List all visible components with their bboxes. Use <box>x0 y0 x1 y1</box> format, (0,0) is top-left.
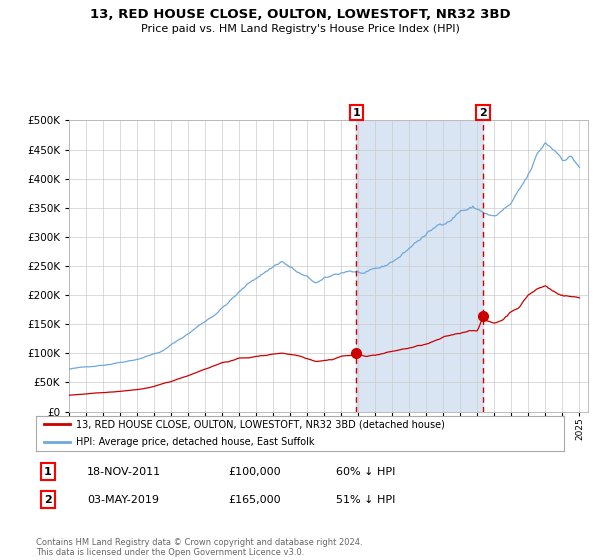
Text: 2: 2 <box>44 494 52 505</box>
Text: 51% ↓ HPI: 51% ↓ HPI <box>336 494 395 505</box>
Text: 1: 1 <box>44 466 52 477</box>
Text: 13, RED HOUSE CLOSE, OULTON, LOWESTOFT, NR32 3BD: 13, RED HOUSE CLOSE, OULTON, LOWESTOFT, … <box>89 8 511 21</box>
Text: 13, RED HOUSE CLOSE, OULTON, LOWESTOFT, NR32 3BD (detached house): 13, RED HOUSE CLOSE, OULTON, LOWESTOFT, … <box>76 419 445 430</box>
Text: 60% ↓ HPI: 60% ↓ HPI <box>336 466 395 477</box>
Text: Contains HM Land Registry data © Crown copyright and database right 2024.
This d: Contains HM Land Registry data © Crown c… <box>36 538 362 557</box>
Text: HPI: Average price, detached house, East Suffolk: HPI: Average price, detached house, East… <box>76 437 314 447</box>
Bar <box>356 120 483 412</box>
Text: 2: 2 <box>479 108 487 118</box>
Text: 18-NOV-2011: 18-NOV-2011 <box>87 466 161 477</box>
Text: 03-MAY-2019: 03-MAY-2019 <box>87 494 159 505</box>
Text: £100,000: £100,000 <box>228 466 281 477</box>
Text: Price paid vs. HM Land Registry's House Price Index (HPI): Price paid vs. HM Land Registry's House … <box>140 24 460 34</box>
Text: £165,000: £165,000 <box>228 494 281 505</box>
Text: 1: 1 <box>352 108 360 118</box>
